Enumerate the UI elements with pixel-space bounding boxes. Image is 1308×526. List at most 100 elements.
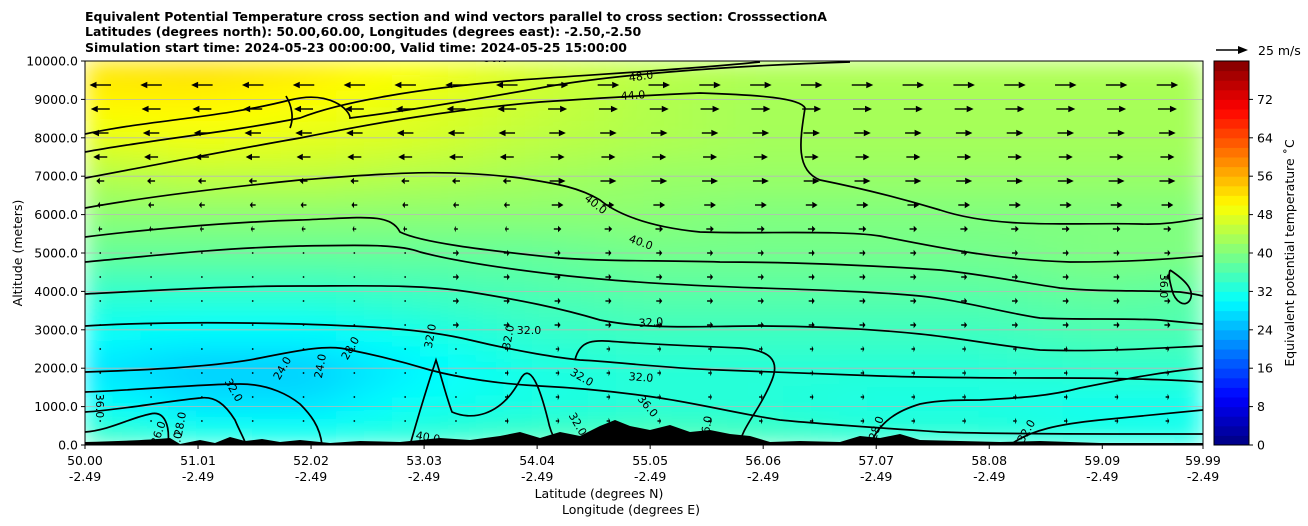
wind-vector [503, 249, 510, 257]
field-cell [615, 336, 645, 354]
x-tick-label-latitude: 52.02 [293, 453, 329, 468]
wind-vector [606, 393, 611, 401]
wind-vector [548, 105, 568, 113]
field-cell [1174, 152, 1203, 170]
field-cell [85, 61, 114, 77]
field-cell [168, 260, 198, 277]
field-cell [391, 75, 421, 93]
wind-vector [708, 393, 712, 401]
field-cell [839, 198, 869, 216]
wind-vector [194, 153, 209, 161]
field-cell [1090, 137, 1120, 154]
field-cell [727, 214, 757, 231]
field-cell [196, 336, 226, 354]
field-cell [615, 152, 645, 170]
field-cell [419, 260, 449, 277]
wind-vector [251, 276, 254, 278]
field-cell [671, 183, 701, 200]
x-tick-label-longitude: -2.49 [860, 469, 892, 484]
field-cell [112, 75, 142, 93]
wind-vector [910, 249, 917, 257]
field-cell [699, 275, 729, 292]
wind-vector [1107, 105, 1127, 113]
contour-line [85, 396, 247, 445]
colorbar-segment [1214, 253, 1249, 264]
quiver-key-label: 25 m/s [1258, 43, 1301, 58]
wind-vector [302, 420, 305, 422]
field-cell [923, 137, 952, 154]
wind-vector [89, 81, 111, 89]
field-cell [140, 367, 170, 385]
colorbar-segment [1214, 435, 1249, 446]
wind-vector [97, 201, 104, 209]
field-cell [308, 352, 338, 369]
wind-vector [1062, 273, 1069, 281]
field-cell [923, 336, 952, 354]
quiver-key: 25 m/s [1216, 43, 1301, 58]
field-cell [978, 229, 1008, 246]
field-cell [615, 275, 645, 292]
field-cell [923, 260, 952, 277]
field-cell [280, 121, 310, 139]
contour-line [85, 346, 1203, 435]
colorbar-tick-label: 16 [1257, 361, 1273, 376]
field-cell [1034, 198, 1064, 216]
x-tick-label-longitude: -2.49 [973, 469, 1005, 484]
field-cell [727, 383, 757, 400]
wind-vector [91, 129, 109, 137]
field-cell [224, 275, 254, 292]
wind-vector [1157, 105, 1177, 113]
colorbar-tick-label: 56 [1257, 169, 1273, 184]
contour-label: 44.0 [620, 88, 645, 103]
contour-label: 48.0 [628, 68, 654, 84]
y-tick-label: 10000.0 [26, 54, 78, 69]
field-cell [839, 275, 869, 292]
field-cell [196, 121, 226, 139]
wind-vector [910, 273, 917, 281]
colorbar-segment [1214, 262, 1249, 273]
field-cell [671, 137, 701, 154]
field-cell [783, 121, 813, 139]
y-tick-label: 0.0 [58, 438, 78, 453]
field-cell [168, 367, 198, 385]
field-cell [112, 106, 142, 123]
x-tick-label-latitude: 53.03 [406, 453, 442, 468]
x-axis-label-latitude: Latitude (degrees N) [535, 486, 664, 501]
wind-vector [503, 321, 510, 329]
wind-vector [191, 81, 213, 89]
wind-vector [403, 225, 408, 233]
wind-vector [147, 177, 156, 185]
field-cell [1118, 121, 1148, 139]
field-cell [252, 61, 282, 77]
wind-vector [299, 177, 308, 185]
field-cell [671, 198, 701, 216]
field-cell [252, 183, 282, 200]
field-cell [895, 275, 924, 292]
colorbar-segment [1214, 166, 1249, 177]
field-cell [867, 290, 897, 308]
field-cell [755, 198, 785, 216]
field-cell [531, 137, 561, 154]
field-cell [419, 290, 449, 308]
field-cell [559, 75, 589, 93]
field-cell [699, 214, 729, 231]
wind-vector [649, 105, 669, 113]
field-cell [364, 61, 393, 77]
field-cell [559, 306, 589, 323]
field-cell [727, 137, 757, 154]
wind-vector [910, 321, 917, 329]
field-cell [391, 413, 421, 431]
field-cell [475, 352, 505, 369]
field-cell [1118, 229, 1148, 246]
wind-vector [1063, 393, 1068, 401]
field-cell [1174, 121, 1203, 139]
field-cell [727, 229, 757, 246]
field-cell [196, 229, 226, 246]
wind-vector [605, 321, 612, 329]
field-cell [1146, 352, 1176, 369]
wind-vector [302, 252, 305, 254]
field-cell [364, 137, 393, 154]
wind-vector [555, 393, 560, 401]
wind-vector [808, 297, 815, 305]
wind-vector [1011, 225, 1019, 233]
